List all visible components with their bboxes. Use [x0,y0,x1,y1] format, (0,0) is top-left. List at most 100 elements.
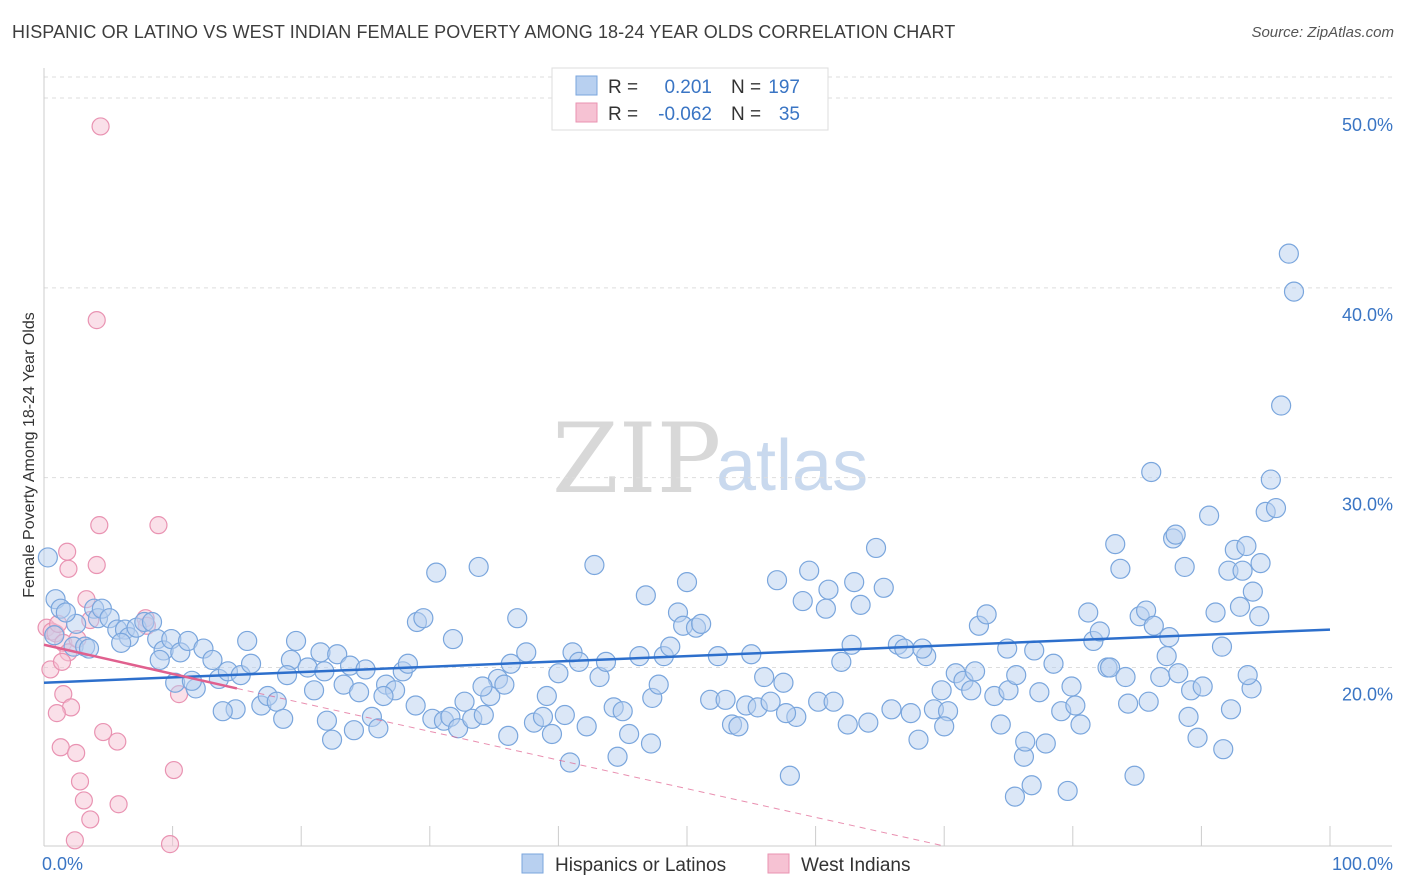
hispanics-point [397,653,419,674]
hispanics-point [494,674,515,695]
hispanics-point [1099,657,1121,678]
hispanics-point [612,701,633,722]
hispanics-point [1178,706,1199,727]
watermark-atlas: atlas [716,426,868,506]
hispanics-point [865,537,887,559]
legend-r-value: -0.062 [658,104,712,125]
hispanics-point [1265,497,1287,519]
west-indians-trend-line [43,643,238,690]
hispanics-point [447,718,469,739]
legend-r-value: 0.201 [664,77,712,98]
hispanics-point [1105,534,1126,555]
west-indians-point [87,311,106,330]
hispanics-point [691,613,712,634]
gridlines [44,76,1392,669]
hispanics-point [1165,524,1186,545]
hispanics-point [931,680,952,701]
hispanics-point [773,672,794,693]
hispanics-point [1006,665,1027,686]
hispanics-points [37,243,1305,807]
y-tick-label: 50.0% [1342,115,1393,135]
hispanics-point [548,663,569,684]
hispanics-point [754,666,775,688]
hispanics-point [1205,602,1226,623]
hispanics-point [629,646,650,667]
y-tick-label: 40.0% [1342,305,1393,325]
hispanics-point [536,685,557,707]
hispanics-point [1141,461,1162,483]
hispanics-point [212,701,233,722]
hispanics-point [961,680,982,701]
hispanics-point [516,642,537,663]
west-indians-point [59,559,78,578]
bottom-swatch-hispanics [521,853,544,874]
hispanics-point [285,630,307,652]
hispanics-point [1078,602,1099,623]
chart-title: HISPANIC OR LATINO VS WEST INDIAN FEMALE… [12,22,956,42]
hispanics-point [1150,666,1171,688]
hispanics-point [348,682,370,703]
hispanics-point [1043,653,1064,674]
hispanics-trend-line [43,628,1331,684]
hispanics-point [881,699,902,720]
hispanics-point [266,691,287,712]
hispanics-point [1249,606,1270,627]
trend-lines [43,628,1331,847]
bottom-legend-west-indians: West Indians [801,855,910,876]
west-indians-point [149,516,168,535]
hispanics-point [934,716,955,737]
hispanics-point [1117,693,1139,714]
hispanics-point [635,585,656,606]
hispanics-point [368,718,389,739]
hispanics-point [1035,733,1056,754]
hispanics-point [1024,640,1045,661]
hispanics-point [442,628,464,650]
hispanics-point [815,598,836,619]
hispanics-point [818,579,839,600]
legend-r-label: R = [608,77,638,98]
hispanics-point [1110,558,1131,579]
hispanics-point [912,638,933,659]
hispanics-point [405,695,426,716]
hispanics-point [237,630,258,652]
hispanics-point [831,651,852,672]
correlation-legend: R = 0.201 N = 197 R = -0.062 N = 35 [551,67,829,131]
hispanics-point [964,661,986,682]
hispanics-point [1271,395,1292,416]
watermark-zip: ZIP [552,403,721,515]
hispanics-point [607,746,628,767]
hispanics-point [1278,243,1299,264]
hispanics-point [472,676,493,697]
west-indians-point [65,831,84,850]
hispanics-point [779,765,800,786]
hispanics-point [775,703,797,724]
west-indians-point [164,760,183,780]
hispanics-point [1187,727,1208,748]
hispanics-point [1229,596,1251,617]
hispanics-point [473,704,494,726]
west-indians-point [94,722,113,742]
hispanics-point [240,653,262,674]
hispanics-point [1124,765,1145,786]
hispanics-point [507,608,528,629]
hispanics-point [541,723,563,745]
west-indians-point [81,810,100,829]
hispanics-point [310,642,331,663]
hispanics-point [321,729,343,750]
hispanics-point [44,625,65,646]
hispanics-point [37,547,58,568]
hispanics-point [619,723,640,745]
hispanics-point [990,714,1011,735]
y-tick-label: 20.0% [1342,685,1393,705]
hispanics-point [1004,786,1026,807]
hispanics-point [640,733,662,754]
west-indians-point [87,555,106,575]
y-tick-labels: 20.0% 30.0% 40.0% 50.0% [1342,115,1393,705]
hispanics-point [858,712,879,733]
hispanics-point [1199,505,1220,526]
hispanics-point [873,577,894,598]
hispanics-point [1211,636,1233,657]
hispanics-point [316,710,338,731]
series-legend: Hispanics or Latinos West Indians [521,853,910,876]
hispanics-point [1089,621,1110,642]
